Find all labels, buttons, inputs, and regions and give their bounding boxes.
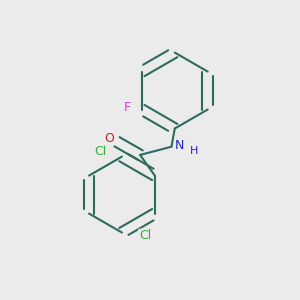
Text: Cl: Cl: [94, 145, 106, 158]
Text: N: N: [175, 139, 184, 152]
Text: H: H: [190, 146, 198, 156]
Text: Cl: Cl: [139, 230, 151, 242]
Text: F: F: [124, 101, 130, 114]
Text: O: O: [104, 132, 114, 145]
